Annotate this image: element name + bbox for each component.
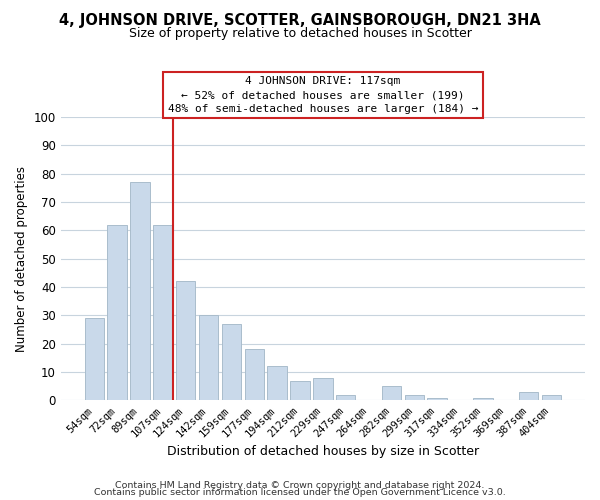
- Bar: [427, 398, 447, 400]
- Bar: [519, 392, 538, 400]
- Bar: [404, 395, 424, 400]
- Bar: [199, 316, 218, 400]
- Bar: [245, 350, 264, 401]
- Bar: [336, 395, 355, 400]
- Bar: [176, 282, 196, 401]
- Bar: [130, 182, 149, 400]
- Text: 4, JOHNSON DRIVE, SCOTTER, GAINSBOROUGH, DN21 3HA: 4, JOHNSON DRIVE, SCOTTER, GAINSBOROUGH,…: [59, 12, 541, 28]
- Bar: [268, 366, 287, 400]
- Bar: [221, 324, 241, 400]
- Text: Size of property relative to detached houses in Scotter: Size of property relative to detached ho…: [128, 28, 472, 40]
- Bar: [85, 318, 104, 400]
- Text: Contains public sector information licensed under the Open Government Licence v3: Contains public sector information licen…: [94, 488, 506, 497]
- Bar: [107, 224, 127, 400]
- Text: 4 JOHNSON DRIVE: 117sqm
← 52% of detached houses are smaller (199)
48% of semi-d: 4 JOHNSON DRIVE: 117sqm ← 52% of detache…: [167, 76, 478, 114]
- Bar: [290, 380, 310, 400]
- Bar: [542, 395, 561, 400]
- Text: Contains HM Land Registry data © Crown copyright and database right 2024.: Contains HM Land Registry data © Crown c…: [115, 480, 485, 490]
- Bar: [473, 398, 493, 400]
- Y-axis label: Number of detached properties: Number of detached properties: [15, 166, 28, 352]
- Bar: [153, 224, 173, 400]
- Bar: [313, 378, 332, 400]
- X-axis label: Distribution of detached houses by size in Scotter: Distribution of detached houses by size …: [167, 444, 479, 458]
- Bar: [382, 386, 401, 400]
